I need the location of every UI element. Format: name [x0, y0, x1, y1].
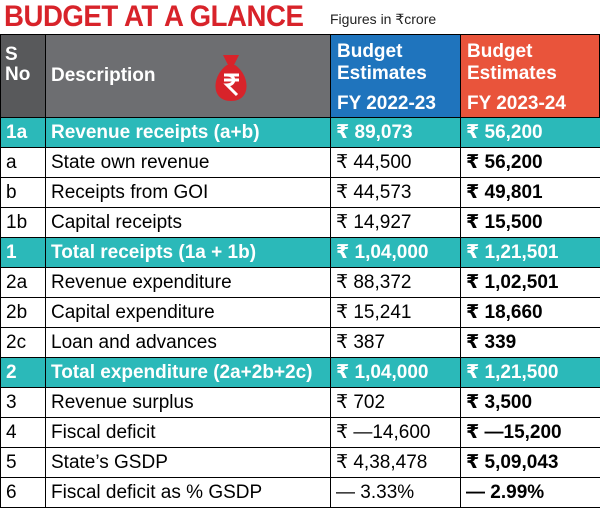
fy22-value: ₹ 89,073: [330, 117, 461, 148]
sno-cell: 2b: [0, 297, 46, 328]
description-cell: Revenue receipts (a+b): [45, 117, 331, 148]
sno-cell: 2c: [0, 327, 46, 358]
fy22-value: ₹ 44,573: [330, 177, 461, 208]
column-period: FY 2023-24: [467, 93, 566, 114]
sno-cell: 3: [0, 387, 46, 418]
description-cell: Fiscal deficit: [45, 417, 331, 448]
sno-cell: 1a: [0, 117, 46, 148]
fy23-value: ₹ 339: [460, 327, 600, 358]
description-cell: State own revenue: [45, 147, 331, 178]
fy23-value: ₹ 1,21,500: [460, 357, 600, 388]
fy22-value: ₹ 44,500: [330, 147, 461, 178]
sno-cell: 2: [0, 357, 46, 388]
description-cell: Total expenditure (2a+2b+2c): [45, 357, 331, 388]
description-cell: Fiscal deficit as % GSDP: [45, 477, 331, 508]
sno-cell: 1: [0, 237, 46, 268]
fy23-value: ₹ 49,801: [460, 177, 600, 208]
description-cell: Capital receipts: [45, 207, 331, 238]
fy22-header: Budget Estimates FY 2022-23: [330, 34, 461, 118]
description-cell: State’s GSDP: [45, 447, 331, 478]
sno-cell: 5: [0, 447, 46, 478]
sno-cell: a: [0, 147, 46, 178]
fy23-value: ₹ 15,500: [460, 207, 600, 238]
fy23-value: ₹ 56,200: [460, 147, 600, 178]
fy22-value: — 3.33%: [330, 477, 461, 508]
column-period: FY 2022-23: [337, 93, 436, 114]
fy23-value: ₹ 18,660: [460, 297, 600, 328]
sno-cell: 2a: [0, 267, 46, 298]
fy22-value: ₹ —14,600: [330, 417, 461, 448]
fy22-value: ₹ 88,372: [330, 267, 461, 298]
description-cell: Receipts from GOI: [45, 177, 331, 208]
fy23-value: ₹ 1,21,501: [460, 237, 600, 268]
description-cell: Capital expenditure: [45, 297, 331, 328]
column-title: Budget Estimates: [467, 41, 557, 84]
fy22-value: ₹ 387: [330, 327, 461, 358]
sno-cell: 1b: [0, 207, 46, 238]
fy22-value: ₹ 702: [330, 387, 461, 418]
fy23-value: — 2.99%: [460, 477, 600, 508]
description-cell: Loan and advances: [45, 327, 331, 358]
fy23-value: ₹ 56,200: [460, 117, 600, 148]
fy23-value: ₹ 5,09,043: [460, 447, 600, 478]
fy22-value: ₹ 15,241: [330, 297, 461, 328]
fy23-value: ₹ 3,500: [460, 387, 600, 418]
description-cell: Revenue expenditure: [45, 267, 331, 298]
description-cell: Total receipts (1a + 1b): [45, 237, 331, 268]
money-bag-icon: [215, 55, 247, 101]
fy23-value: ₹ —15,200: [460, 417, 600, 448]
sno-cell: 4: [0, 417, 46, 448]
description-cell: Revenue surplus: [45, 387, 331, 418]
sno-cell: 6: [0, 477, 46, 508]
fy22-value: ₹ 14,927: [330, 207, 461, 238]
fy22-value: ₹ 1,04,000: [330, 357, 461, 388]
title: BUDGET AT A GLANCE: [4, 0, 304, 33]
sno-header: S No: [0, 34, 46, 118]
units-note: Figures in ₹crore: [330, 11, 437, 27]
sno-cell: b: [0, 177, 46, 208]
fy23-value: ₹ 1,02,501: [460, 267, 600, 298]
column-title: Budget Estimates: [337, 41, 427, 84]
fy22-value: ₹ 1,04,000: [330, 237, 461, 268]
description-label: Description: [51, 65, 156, 86]
fy23-header: Budget Estimates FY 2023-24: [460, 34, 600, 118]
fy22-value: ₹ 4,38,478: [330, 447, 461, 478]
description-header: Description: [45, 34, 331, 118]
